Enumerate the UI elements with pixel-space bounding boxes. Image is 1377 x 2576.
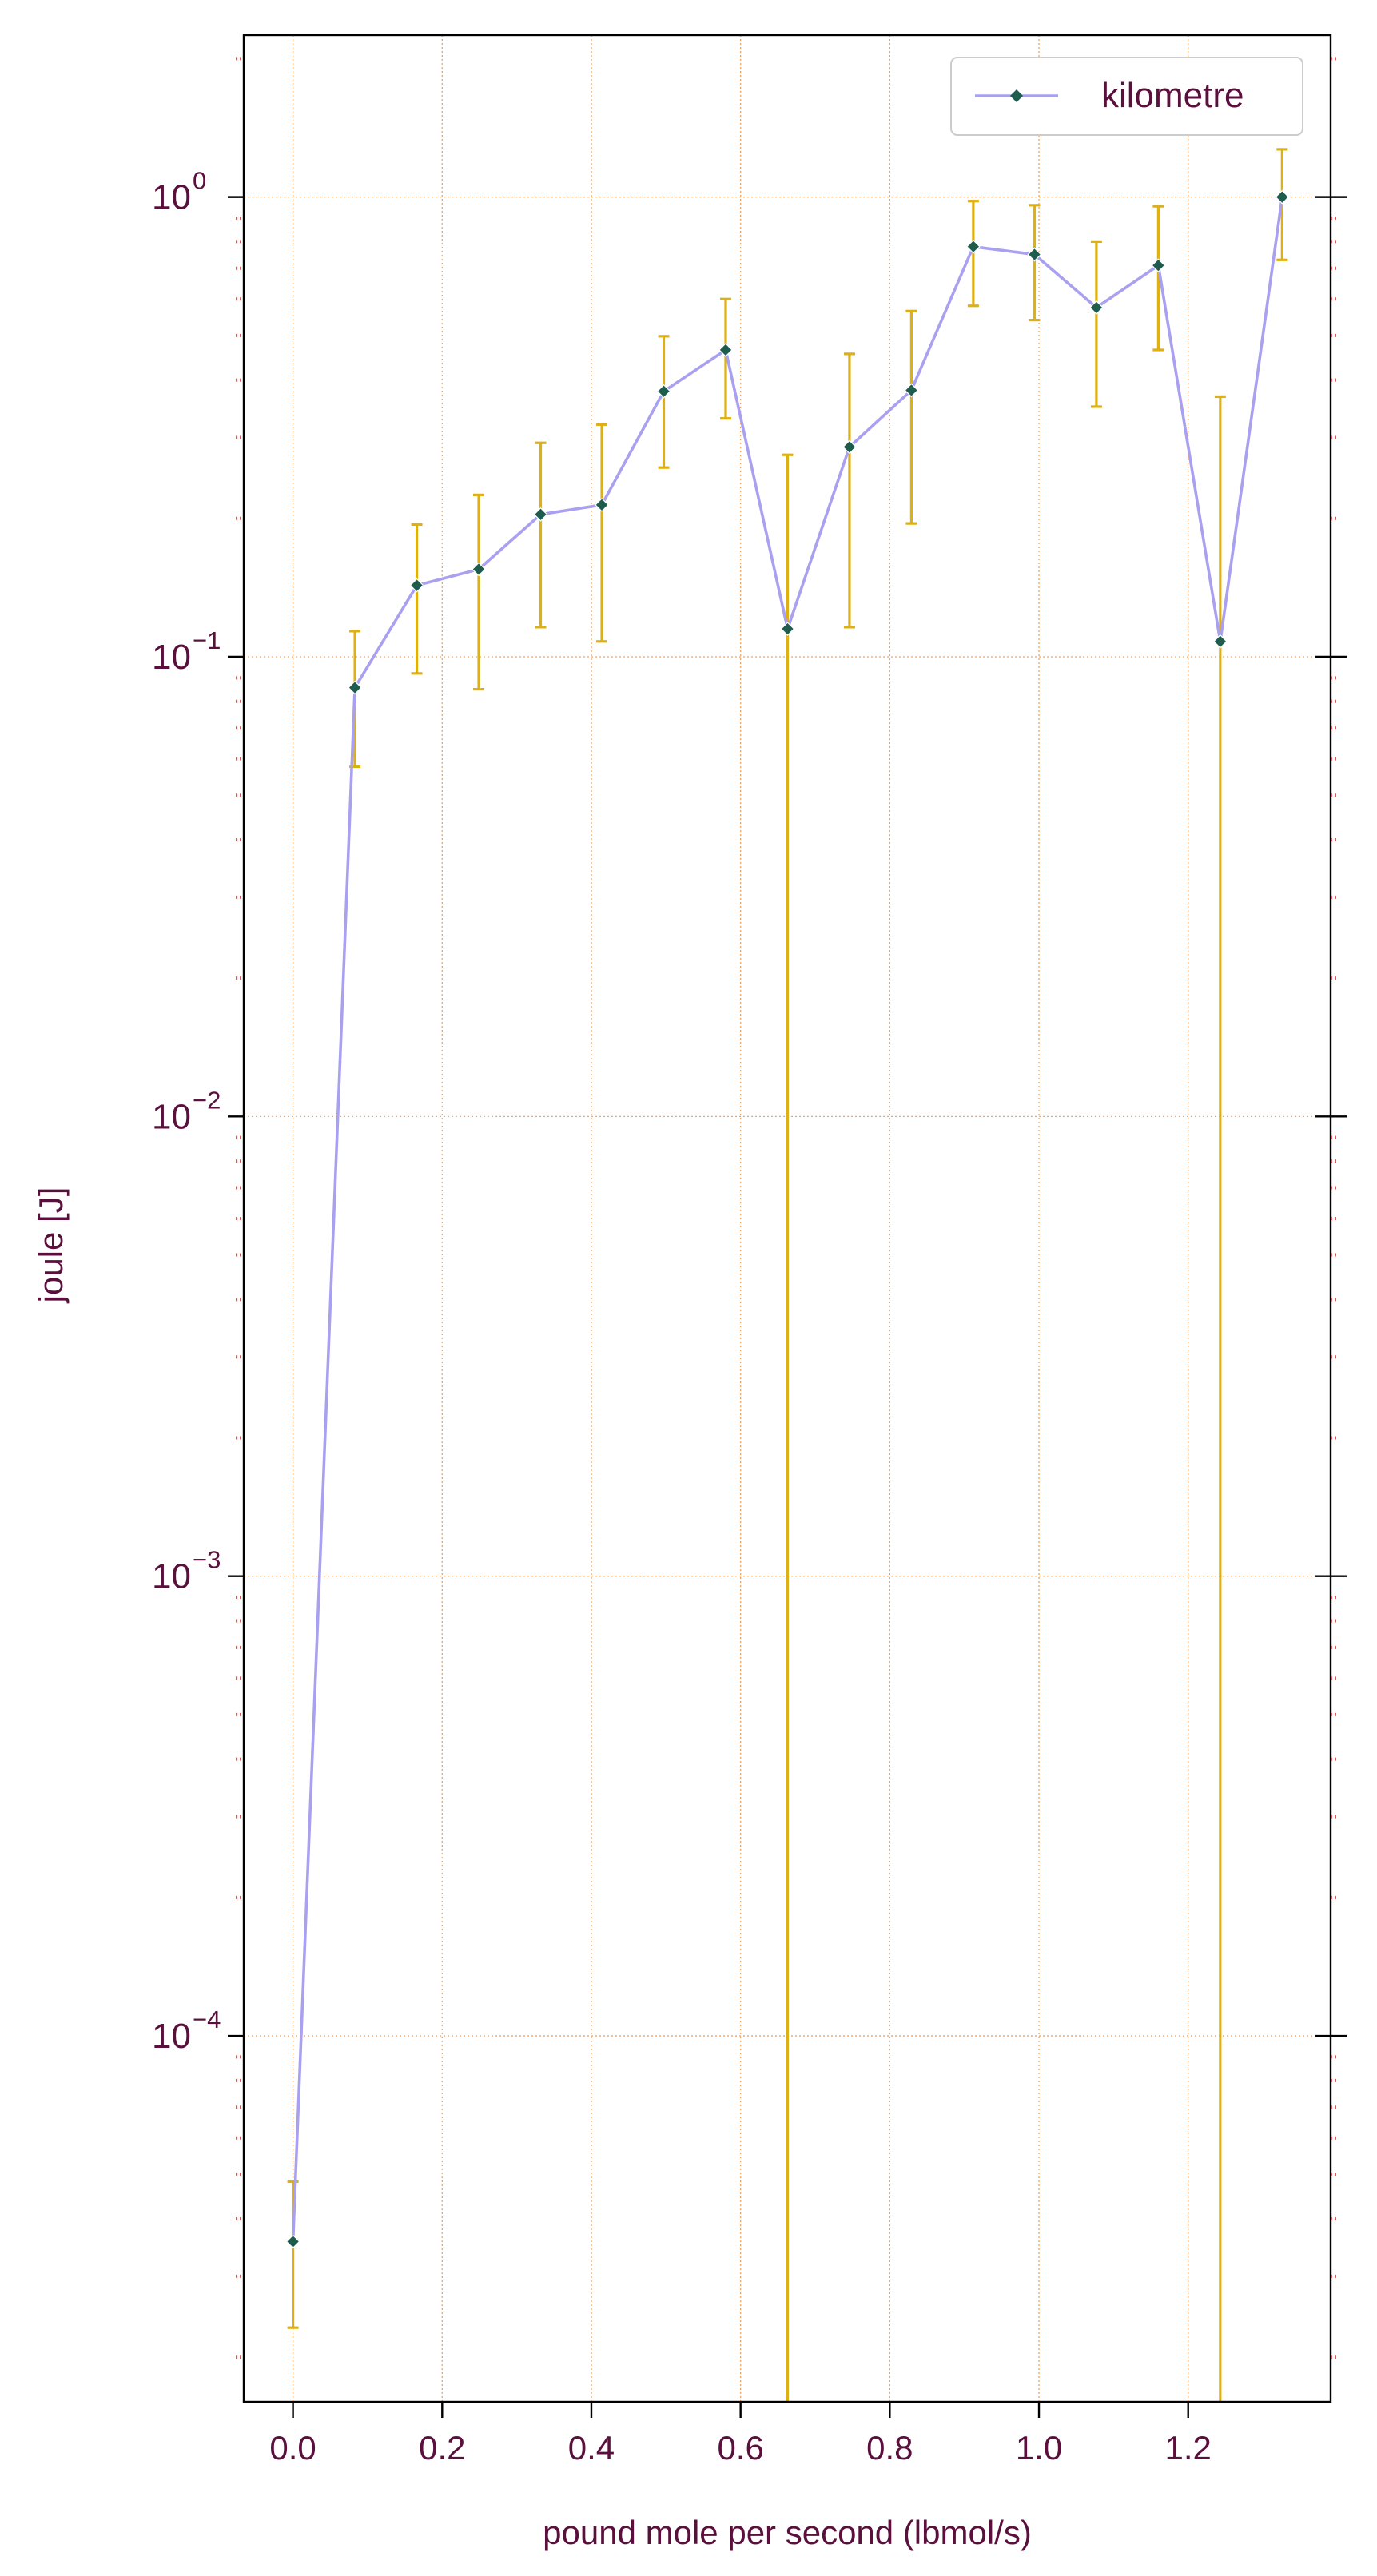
data-point xyxy=(472,562,486,577)
y-tick-exponent: −2 xyxy=(193,1086,221,1114)
x-tick-label: 0.8 xyxy=(866,2429,913,2467)
legend-box xyxy=(950,57,1303,136)
series-kilometre xyxy=(285,148,1290,2402)
data-point xyxy=(533,507,548,522)
grid xyxy=(244,35,1331,2402)
y-tick-exponent: −4 xyxy=(193,2006,221,2033)
x-axis-label: pound mole per second (lbmol/s) xyxy=(543,2514,1032,2551)
data-point xyxy=(780,622,795,636)
x-tick-label: 0.6 xyxy=(717,2429,763,2467)
y-tick-exponent: 0 xyxy=(193,167,206,195)
data-point xyxy=(1275,189,1290,205)
x-tick-label: 0.2 xyxy=(419,2429,465,2467)
y-tick-exponent: −1 xyxy=(193,626,221,654)
y-tick-label: 10 xyxy=(152,638,191,677)
y-tick-label: 10 xyxy=(152,1097,191,1136)
data-point xyxy=(1151,258,1166,273)
data-point xyxy=(595,498,609,512)
y-tick-label: 10 xyxy=(152,2017,191,2056)
data-point xyxy=(718,343,733,357)
data-point xyxy=(904,383,919,398)
x-tick-label: 1.2 xyxy=(1165,2429,1212,2467)
data-point xyxy=(348,680,362,695)
data-point xyxy=(966,239,981,254)
x-tick-label: 1.0 xyxy=(1016,2429,1062,2467)
data-point xyxy=(842,439,857,455)
data-point xyxy=(656,384,671,399)
legend-marker-swatch xyxy=(1010,89,1023,102)
data-point xyxy=(409,578,424,593)
legend: kilometre xyxy=(950,57,1303,136)
data-point xyxy=(1089,300,1104,315)
y-tick-label: 10 xyxy=(152,178,191,217)
data-point xyxy=(1027,247,1042,262)
x-tick-label: 0.0 xyxy=(269,2429,316,2467)
y-tick-exponent: −3 xyxy=(193,1546,221,1574)
data-point xyxy=(1213,634,1228,649)
y-tick-label: 10 xyxy=(152,1557,191,1596)
data-point xyxy=(285,2234,300,2249)
x-tick-label: 0.4 xyxy=(568,2429,615,2467)
y-axis-label: joule [J] xyxy=(32,1187,70,1305)
series-layer xyxy=(285,148,1290,2402)
legend-label: kilometre xyxy=(1101,76,1244,115)
